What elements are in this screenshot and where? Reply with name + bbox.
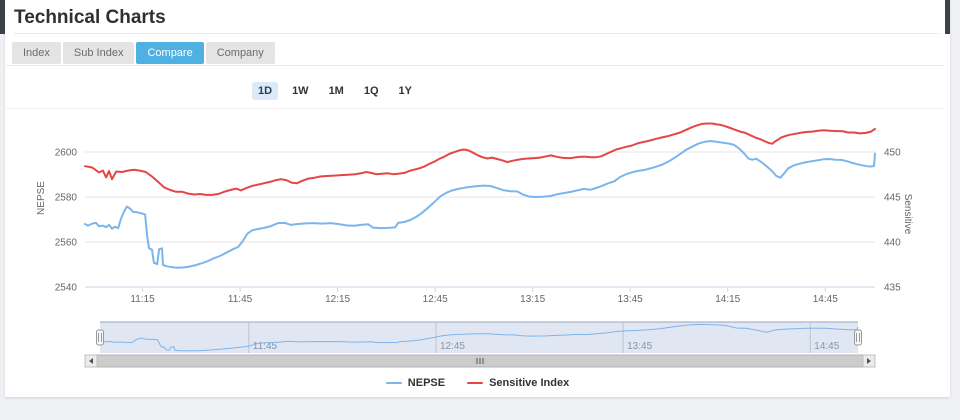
left-arrow-icon [89,358,93,364]
y-axis-right-tick-label: 435 [884,283,901,294]
dark-header-corner-left [0,0,5,34]
range-button-1w[interactable]: 1W [292,85,309,97]
y-axis-right-tick-label: 450 [884,148,901,159]
navigator-tick-label: 13:45 [627,341,652,352]
tab-company[interactable]: Company [205,42,275,64]
y-axis-left-tick-label: 2540 [55,283,78,294]
legend-label: Sensitive Index [489,377,570,389]
chart-top-divider [6,108,944,109]
navigator-handle-right[interactable] [854,329,862,346]
y-axis-left-tick-label: 2560 [55,238,78,249]
navigator-handle-left[interactable] [96,329,104,346]
x-axis-tick-label: 14:15 [715,294,740,305]
legend-dash-icon [467,382,484,384]
dark-header-corner-right [945,0,950,34]
x-axis-tick-label: 14:45 [813,294,838,305]
y-axis-right-title: Sensitive [902,194,913,235]
tab-sub-index[interactable]: Sub Index [62,42,135,64]
navigator-selected-area[interactable] [100,322,858,353]
range-button-1d[interactable]: 1D [252,82,279,100]
y-axis-left-tick-label: 2580 [55,193,78,204]
x-axis-tick-label: 13:15 [520,294,545,305]
page-title: Technical Charts [14,7,166,28]
y-axis-left-tick-label: 2600 [55,148,78,159]
legend-dash-icon [385,382,402,384]
range-button-1q[interactable]: 1Q [363,85,379,97]
tabs: Index Sub Index Compare Company [12,42,275,64]
chart-legend: NEPSE Sensitive Index [5,377,950,389]
x-axis-tick-label: 11:45 [228,294,253,305]
x-axis-tick-label: 12:15 [325,294,350,305]
x-axis-tick-label: 13:45 [618,294,643,305]
navigator-series-line [99,323,859,352]
series-line-sensitive-index [84,122,876,196]
legend-item-sensitive-index[interactable]: Sensitive Index [467,377,569,389]
range-selector: 1D 1W 1M 1Q 1Y [252,82,418,100]
y-axis-right-tick-label: 440 [884,238,901,249]
legend-item-nepse[interactable]: NEPSE [385,377,446,389]
x-axis-tick-label: 12:45 [423,294,448,305]
content-card [5,0,950,397]
tab-index[interactable]: Index [12,42,61,64]
x-axis-tick-label: 11:15 [130,294,155,305]
y-axis-right-tick-label: 445 [884,193,901,204]
series-line-nepse [84,140,876,269]
tabs-divider [6,65,944,66]
navigator-tick-label: 14:45 [814,341,839,352]
tab-compare[interactable]: Compare [136,42,204,64]
legend-label: NEPSE [407,377,446,389]
navigator-tick-label: 11:45 [253,341,278,352]
right-arrow-icon [867,358,871,364]
range-button-1y[interactable]: 1Y [398,85,412,97]
navigator-tick-label: 12:45 [440,341,465,352]
title-divider [14,33,939,34]
range-button-1m[interactable]: 1M [328,85,344,97]
y-axis-left-title: NEPSE [36,181,47,215]
